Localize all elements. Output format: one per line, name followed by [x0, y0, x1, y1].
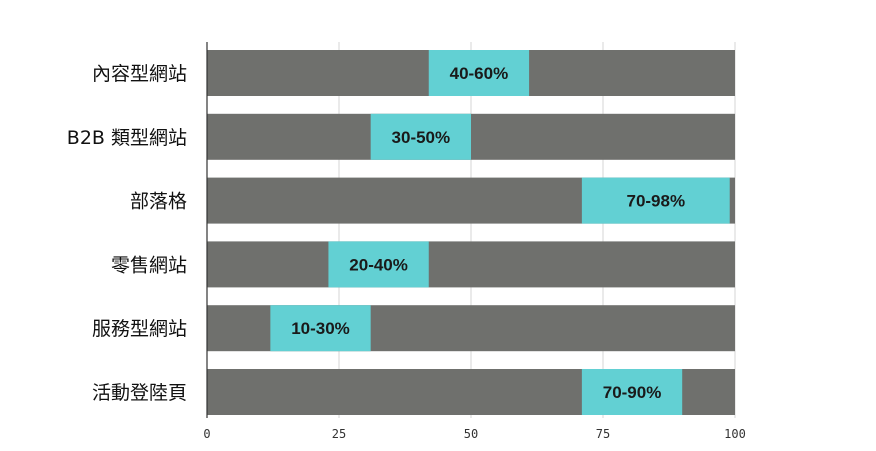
category-labels: 40-60% 內容型網站 30-50% B2B 類型網站 70-98% 部落格 20-40%…: [67, 63, 685, 404]
category-label: 部落格: [130, 191, 187, 213]
category-label: 服務型網站: [92, 318, 187, 340]
range-label: 70-98%: [626, 192, 685, 211]
range-label: 40-60%: [450, 64, 509, 83]
range-bar: [370, 113, 471, 160]
x-tick-label: 100: [724, 427, 746, 441]
x-tick-labels: 0 25 50 75 100: [203, 427, 745, 441]
category-label: 零售網站: [111, 254, 187, 276]
bars: [207, 50, 735, 415]
range-label: 10-30%: [291, 319, 350, 338]
range-label: 70-90%: [603, 383, 662, 402]
range-bar: [328, 241, 429, 288]
range-bar: [270, 305, 371, 352]
category-label: 內容型網站: [92, 63, 187, 85]
range-bar: [428, 50, 530, 96]
range-label: 20-40%: [349, 255, 408, 274]
x-tick-label: 25: [332, 427, 346, 441]
range-bar: [581, 369, 683, 415]
background-bar: [207, 241, 735, 288]
category-label: B2B 類型網站: [67, 127, 187, 149]
x-tick-label: 75: [596, 427, 610, 441]
range-label: 30-50%: [392, 128, 451, 147]
category-label: 活動登陸頁: [92, 382, 187, 404]
gridlines: [338, 42, 736, 418]
x-tick-label: 50: [464, 427, 478, 441]
x-tick-label: 0: [203, 427, 210, 441]
range-bar: [581, 177, 730, 224]
